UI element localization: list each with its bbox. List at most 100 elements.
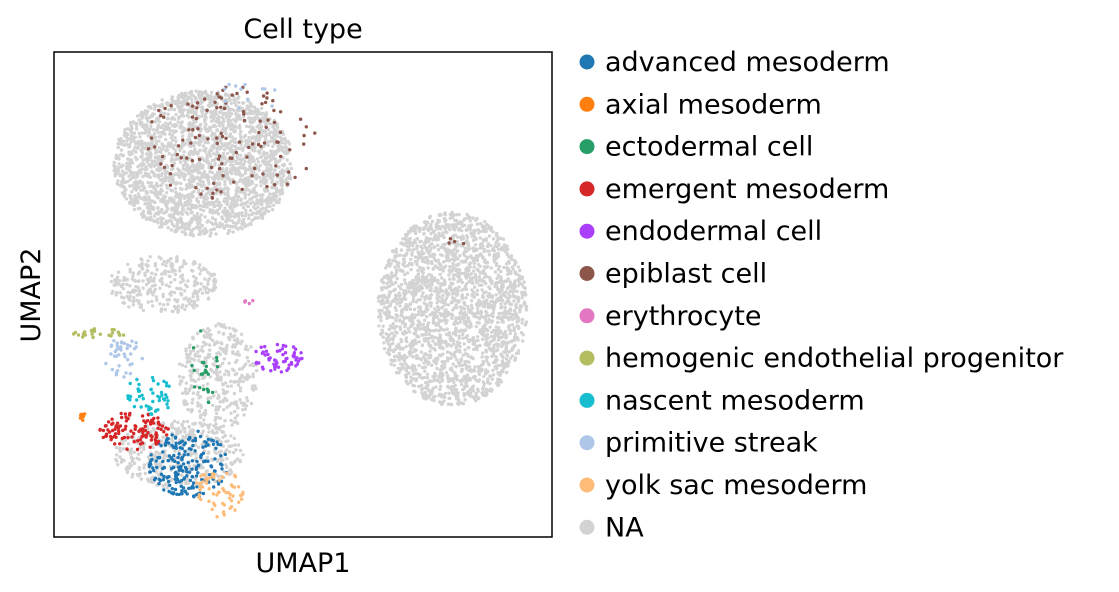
- scatter-point: [408, 248, 412, 252]
- scatter-point: [257, 168, 261, 172]
- scatter-point: [221, 112, 226, 117]
- scatter-point: [524, 320, 529, 324]
- scatter-point: [225, 218, 229, 222]
- scatter-point: [475, 311, 479, 315]
- scatter-point: [285, 148, 289, 153]
- scatter-point: [520, 277, 524, 281]
- scatter-point: [402, 366, 406, 370]
- scatter-point: [254, 183, 258, 188]
- scatter-point: [411, 290, 415, 295]
- scatter-point: [385, 296, 389, 300]
- scatter-point: [441, 293, 445, 298]
- scatter-point: [259, 133, 263, 137]
- scatter-point: [171, 129, 176, 133]
- scatter-point: [474, 315, 479, 319]
- scatter-point: [179, 124, 183, 128]
- scatter-point: [197, 93, 201, 97]
- scatter-point: [391, 325, 396, 329]
- scatter-point: [267, 160, 271, 164]
- scatter-point: [207, 149, 212, 154]
- scatter-point: [161, 144, 165, 148]
- scatter-point: [492, 258, 496, 262]
- scatter-point: [202, 266, 206, 270]
- scatter-point: [241, 114, 246, 119]
- scatter-point: [383, 312, 388, 316]
- scatter-point: [243, 159, 247, 163]
- scatter-point: [473, 339, 478, 343]
- scatter-point: [496, 338, 501, 342]
- scatter-point: [235, 155, 239, 159]
- scatter-point: [455, 263, 460, 267]
- scatter-point: [140, 181, 145, 185]
- scatter-point: [471, 356, 475, 361]
- scatter-point: [442, 217, 447, 221]
- scatter-point: [224, 114, 228, 119]
- scatter-point: [404, 315, 408, 320]
- scatter-point: [191, 234, 195, 238]
- scatter-point: [169, 214, 174, 218]
- scatter-point: [206, 161, 210, 165]
- scatter-point: [426, 362, 430, 366]
- scatter-point: [486, 377, 490, 381]
- scatter-point: [139, 112, 144, 116]
- scatter-point: [432, 229, 436, 233]
- scatter-point: [127, 162, 132, 166]
- scatter-point: [503, 329, 508, 334]
- scatter-point: [227, 229, 231, 233]
- scatter-point: [116, 145, 121, 150]
- scatter-point: [513, 335, 517, 339]
- scatter-point: [249, 197, 254, 201]
- scatter-point: [390, 273, 394, 278]
- scatter-point: [498, 329, 503, 333]
- scatter-point: [512, 328, 516, 333]
- scatter-point: [146, 259, 150, 263]
- scatter-point: [214, 200, 218, 204]
- scatter-point: [506, 362, 510, 367]
- scatter-point: [507, 269, 511, 273]
- scatter-point: [414, 288, 418, 292]
- scatter-point: [403, 272, 407, 277]
- scatter-point: [195, 304, 199, 308]
- scatter-point: [261, 153, 266, 157]
- scatter-point: [425, 257, 429, 261]
- scatter-point: [179, 225, 183, 230]
- scatter-point: [424, 237, 428, 241]
- scatter-point: [212, 285, 217, 289]
- scatter-point: [164, 264, 168, 268]
- scatter-point: [488, 347, 492, 351]
- scatter-point: [166, 226, 170, 230]
- scatter-point: [416, 268, 420, 273]
- scatter-point: [438, 336, 442, 340]
- scatter-point: [491, 304, 495, 308]
- scatter-point: [445, 327, 449, 331]
- scatter-point: [160, 222, 164, 226]
- scatter-point: [180, 143, 185, 147]
- scatter-point: [170, 97, 174, 102]
- scatter-point: [401, 347, 405, 351]
- scatter-point: [146, 109, 150, 113]
- scatter-point: [427, 240, 431, 244]
- scatter-point: [411, 343, 416, 347]
- scatter-point: [190, 195, 195, 199]
- scatter-point: [263, 137, 268, 142]
- scatter-point: [146, 174, 150, 179]
- scatter-point: [488, 374, 493, 379]
- scatter-point: [510, 312, 514, 317]
- scatter-point: [250, 179, 254, 184]
- scatter-point: [471, 342, 475, 346]
- scatter-point: [149, 106, 153, 110]
- scatter-point: [462, 319, 467, 323]
- scatter-point: [168, 132, 172, 136]
- scatter-point: [246, 359, 251, 363]
- scatter-point: [279, 183, 284, 187]
- scatter-point: [484, 348, 488, 352]
- scatter-point: [128, 144, 132, 149]
- scatter-point: [391, 258, 395, 263]
- scatter-point: [200, 105, 205, 109]
- scatter-point: [402, 257, 406, 261]
- scatter-point: [508, 331, 512, 336]
- scatter-point: [227, 121, 231, 126]
- scatter-point: [236, 185, 241, 190]
- scatter-point: [454, 255, 458, 259]
- scatter-point: [386, 348, 391, 352]
